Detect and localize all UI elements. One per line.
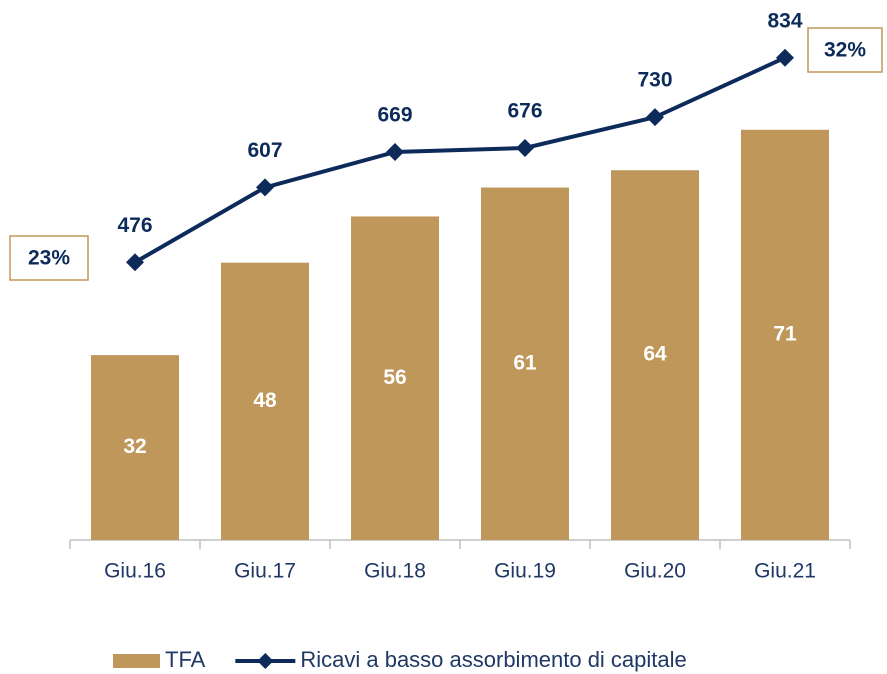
legend-label: Ricavi a basso assorbimento di capitale <box>300 647 686 672</box>
line <box>134 55 786 265</box>
line-marker <box>386 143 404 161</box>
annotation-box <box>807 27 883 73</box>
line-marker <box>516 139 534 157</box>
line-value-label: 669 <box>377 104 412 127</box>
line-marker <box>776 48 794 67</box>
line-value-label: 607 <box>247 139 282 162</box>
bar <box>481 187 569 541</box>
annotation: 23% <box>28 247 70 270</box>
line-value-label: 834 <box>767 9 802 32</box>
bar-value-label: 32 <box>123 435 146 458</box>
line-value-label: 730 <box>637 69 672 92</box>
x-tick-label: Giu.18 <box>364 560 426 583</box>
x-tick-label: Giu.16 <box>104 560 166 583</box>
bar-value-label: 61 <box>513 351 537 374</box>
x-tick-label: Giu.20 <box>624 560 686 583</box>
bar-value-label: 48 <box>253 389 277 412</box>
annotation-box <box>9 235 89 281</box>
x-tick-label: Giu.21 <box>754 560 816 583</box>
line-marker <box>256 178 274 197</box>
line-value-label: 476 <box>117 214 152 237</box>
x-tick-label: Giu.19 <box>494 560 556 583</box>
annotation: 32% <box>824 39 866 62</box>
bar <box>351 216 439 540</box>
line-value-label: 676 <box>507 100 542 123</box>
legend-label: TFA <box>165 647 206 672</box>
x-tick-label: Giu.17 <box>234 560 296 583</box>
bar <box>611 170 699 540</box>
bar-value-label: 64 <box>643 343 667 366</box>
line-marker <box>126 253 144 272</box>
bar <box>221 262 309 540</box>
bar-value-label: 71 <box>773 322 797 345</box>
line-marker <box>646 108 664 127</box>
bar <box>91 355 179 540</box>
legend-marker <box>257 653 274 669</box>
legend-swatch <box>113 654 160 668</box>
bar <box>741 129 829 540</box>
bar-value-label: 56 <box>383 366 406 389</box>
